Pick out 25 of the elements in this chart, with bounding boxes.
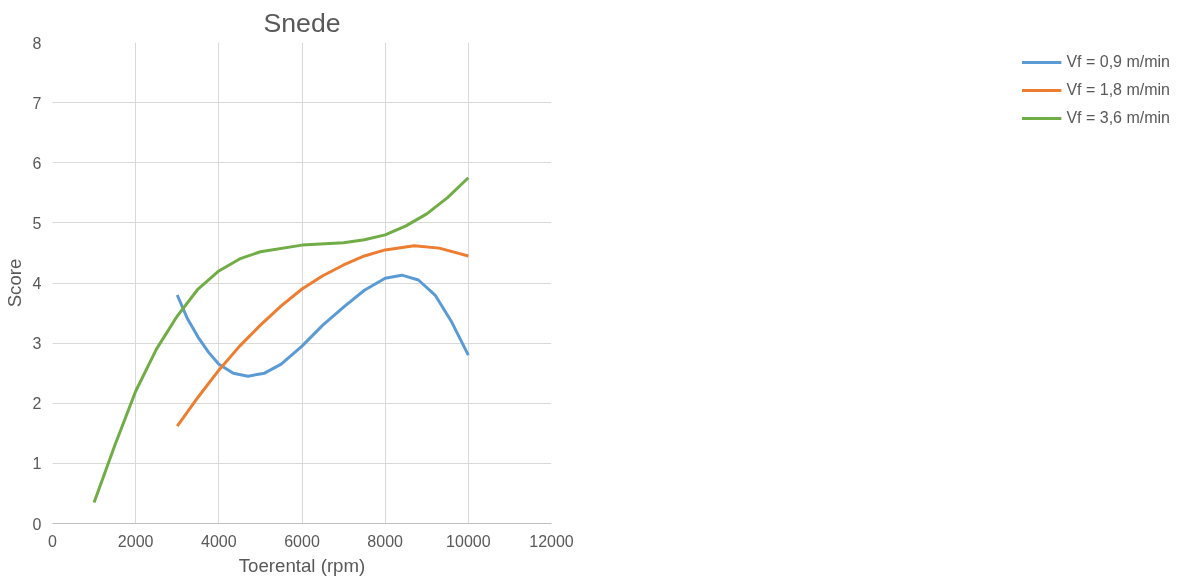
x-tick-label: 6000 [284,532,320,550]
y-tick-label: 8 [32,34,42,52]
y-tick-label: 6 [32,154,42,172]
chart-title: Snede [263,7,341,38]
line-series [92,176,470,504]
legend-label: Vf = 1,8 m/min [1066,81,1170,99]
y-tick-label: 4 [32,275,42,292]
y-tick-label: 0 [32,515,42,533]
y-tick-label: 7 [32,94,42,112]
line-series [175,273,470,378]
x-tick-label: 12000 [529,532,574,550]
x-axis-title: Toerental (rpm) [238,554,366,576]
line-series [175,244,470,428]
y-axis-title: Score [3,258,25,308]
y-tick-label: 2 [32,395,42,413]
legend-label: Vf = 3,6 m/min [1066,109,1170,127]
x-tick-label: 0 [48,532,58,550]
x-tick-label: 10000 [446,532,491,550]
legend-label: Vf = 0,9 m/min [1066,53,1170,71]
x-tick-label: 2000 [117,532,154,550]
y-tick-label: 5 [32,214,42,232]
y-tick-label: 1 [32,455,42,473]
x-tick-label: 8000 [367,532,404,550]
x-tick-label: 4000 [201,532,237,550]
y-tick-label: 3 [32,335,42,353]
